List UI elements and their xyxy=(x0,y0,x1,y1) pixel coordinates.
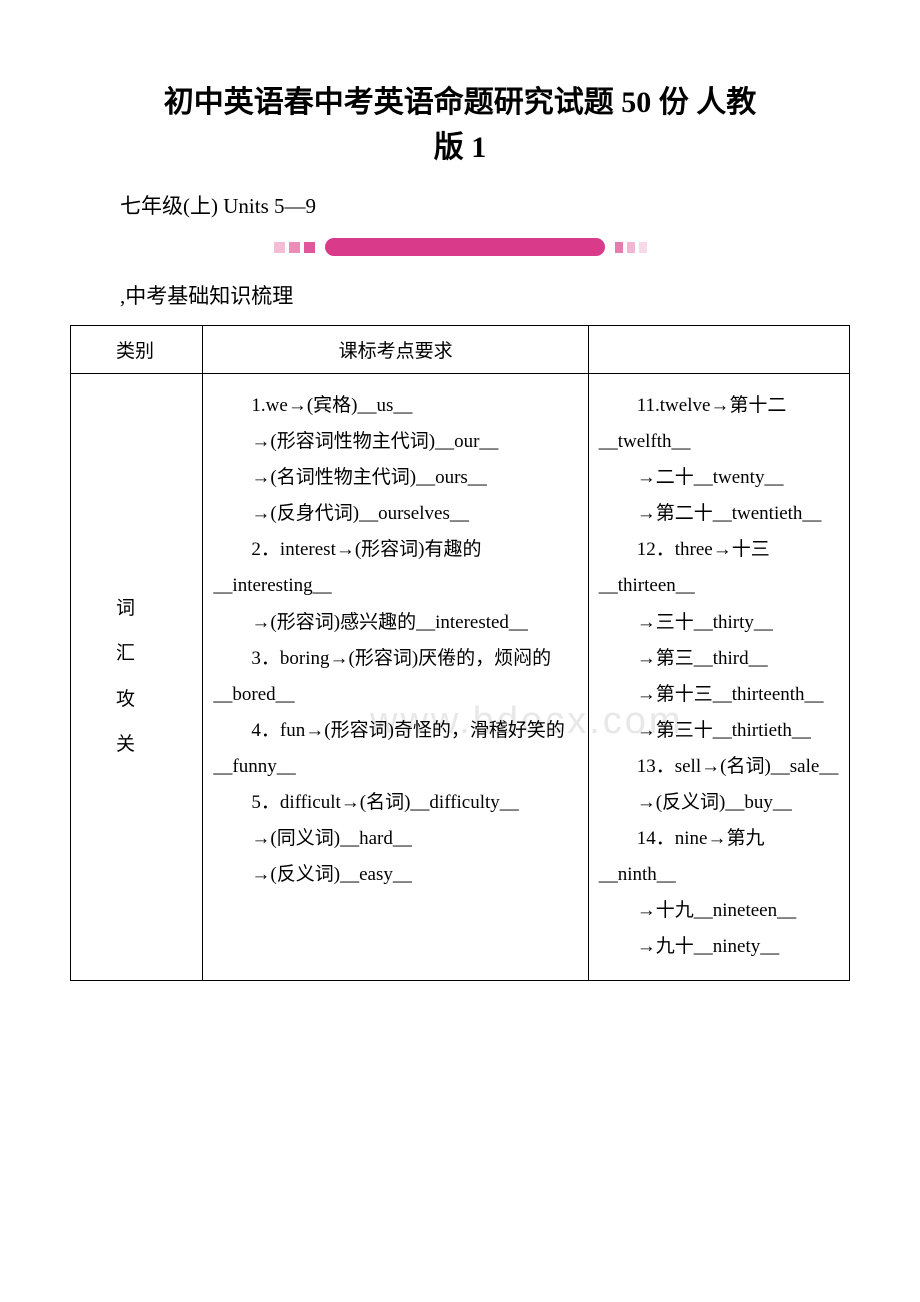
content-line: →(形容词性物主代词)__our__ xyxy=(213,424,577,460)
title-line-2: 版 1 xyxy=(434,131,487,164)
content-line: →第三__third__ xyxy=(599,641,839,677)
content-line: 11.twelve→第十二__twelfth__ xyxy=(599,388,839,460)
header-requirement: 课标考点要求 xyxy=(203,326,588,374)
content-line: →九十__ninety__ xyxy=(599,929,839,965)
table-row: 词 汇 攻 关 1.we→(宾格)__us__ →(形容词性物主代词)__our… xyxy=(71,374,850,981)
content-line: →(同义词)__hard__ xyxy=(213,821,577,857)
page-container: www.bdocx.com 初中英语春中考英语命题研究试题 50 份 人教 版 … xyxy=(70,80,850,981)
content-line: →(名词性物主代词)__ours__ xyxy=(213,460,577,496)
content-line: →三十__thirty__ xyxy=(599,605,839,641)
content-line: →十九__nineteen__ xyxy=(599,893,839,929)
content-line: 5．difficult→(名词)__difficulty__ xyxy=(213,785,577,821)
content-table: 类别 课标考点要求 词 汇 攻 关 1.we→(宾格)__us__ →(形容词性… xyxy=(70,325,850,981)
category-char: 关 xyxy=(116,722,194,768)
title-line-1: 初中英语春中考英语命题研究试题 50 份 人教 xyxy=(164,86,757,119)
category-cell: 词 汇 攻 关 xyxy=(71,374,203,981)
divider-square-icon xyxy=(274,242,285,253)
content-line: 4．fun→(形容词)奇怪的，滑稽好笑的__funny__ xyxy=(213,713,577,785)
content-line: 13．sell→(名词)__sale__ xyxy=(599,749,839,785)
divider-square-icon xyxy=(627,242,635,253)
section-heading: ,中考基础知识梳理 xyxy=(120,280,850,310)
divider-square-icon xyxy=(289,242,300,253)
document-title: 初中英语春中考英语命题研究试题 50 份 人教 版 1 xyxy=(70,80,850,170)
decorative-divider xyxy=(70,238,850,256)
content-line: →(反义词)__easy__ xyxy=(213,857,577,893)
divider-square-icon xyxy=(639,242,647,253)
content-line: →第三十__thirtieth__ xyxy=(599,713,839,749)
content-line: →(形容词)感兴趣的__interested__ xyxy=(213,605,577,641)
header-empty xyxy=(588,326,849,374)
category-char: 汇 xyxy=(116,631,194,677)
content-cell-left: 1.we→(宾格)__us__ →(形容词性物主代词)__our__ →(名词性… xyxy=(203,374,588,981)
content-line: 1.we→(宾格)__us__ xyxy=(213,388,577,424)
content-line: 2．interest→(形容词)有趣的__interesting__ xyxy=(213,532,577,604)
content-line: →(反义词)__buy__ xyxy=(599,785,839,821)
divider-square-icon xyxy=(304,242,315,253)
content-line: →二十__twenty__ xyxy=(599,460,839,496)
divider-square-icon xyxy=(615,242,623,253)
category-char: 攻 xyxy=(116,677,194,723)
content-line: →(反身代词)__ourselves__ xyxy=(213,496,577,532)
content-line: →第十三__thirteenth__ xyxy=(599,677,839,713)
content-line: 12．three→十三__thirteen__ xyxy=(599,532,839,604)
table-header-row: 类别 课标考点要求 xyxy=(71,326,850,374)
divider-main-bar xyxy=(325,238,605,256)
header-category: 类别 xyxy=(71,326,203,374)
category-char: 词 xyxy=(116,586,194,632)
content-cell-right: 11.twelve→第十二__twelfth__ →二十__twenty__ →… xyxy=(588,374,849,981)
content-line: 3．boring→(形容词)厌倦的，烦闷的__bored__ xyxy=(213,641,577,713)
content-line: →第二十__twentieth__ xyxy=(599,496,839,532)
subtitle: 七年级(上) Units 5—9 xyxy=(120,190,850,220)
content-line: 14．nine→第九__ninth__ xyxy=(599,821,839,893)
